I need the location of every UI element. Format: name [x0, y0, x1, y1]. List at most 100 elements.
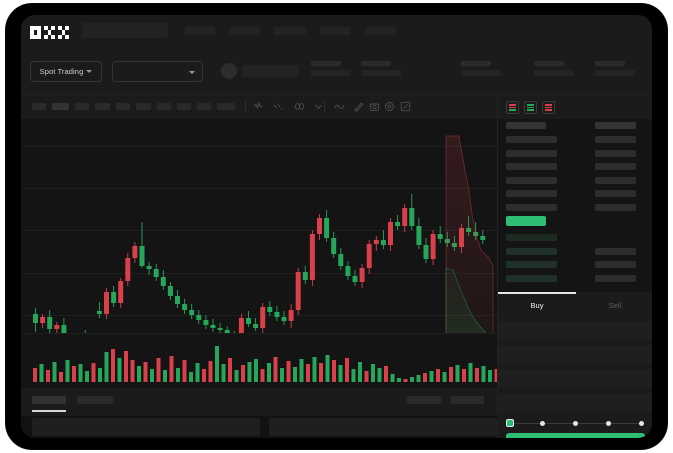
nav-item-2[interactable] — [274, 27, 306, 35]
drawing-pencil-icon[interactable] — [353, 101, 364, 112]
orderbook-bid-row[interactable] — [498, 245, 652, 258]
order-form-field-0[interactable] — [498, 322, 652, 340]
orderbook-bids-icon[interactable] — [524, 101, 537, 114]
orderbook-bid-row[interactable] — [498, 258, 652, 271]
orders-column-0 — [32, 418, 260, 436]
slider-handle-icon[interactable] — [506, 419, 514, 427]
tab-buy[interactable]: Buy — [530, 301, 544, 310]
depth-chart-overlay — [445, 135, 494, 333]
orders-tab-1[interactable] — [77, 396, 113, 404]
orderbook-ask-row[interactable] — [498, 160, 652, 173]
timeframe-button-0[interactable] — [32, 103, 46, 110]
volume-bar — [111, 349, 115, 382]
timeframe-button-2[interactable] — [75, 103, 89, 110]
volume-bar — [215, 346, 219, 382]
slider-stop-75[interactable] — [605, 420, 611, 426]
camera-snapshot-icon[interactable] — [369, 101, 380, 112]
orders-column-1 — [269, 418, 497, 436]
volume-bar — [332, 360, 336, 382]
volume-bar — [429, 371, 434, 382]
indicator-waveform-icon[interactable] — [253, 101, 264, 112]
volume-bar — [286, 361, 291, 382]
volume-bar — [403, 379, 408, 382]
volume-bar — [46, 370, 50, 382]
slider-stop-50[interactable] — [573, 420, 578, 426]
orderbook-ask-row[interactable] — [498, 133, 652, 146]
orders-table-header — [21, 416, 497, 438]
volume-bars — [33, 346, 531, 382]
orderbook-rows[interactable] — [498, 119, 652, 292]
orderbook-ask-row[interactable] — [498, 174, 652, 187]
stat-label — [534, 61, 564, 66]
orderbook-ask-row[interactable] — [498, 147, 652, 160]
volume-bar — [436, 369, 440, 382]
orderbook-asks-icon[interactable] — [542, 101, 555, 114]
market-stat-2 — [461, 61, 501, 76]
nav-item-1[interactable] — [229, 27, 260, 35]
buy-sell-tabs: Buy Sell — [498, 292, 652, 318]
orderbook-ask-row[interactable] — [498, 201, 652, 214]
order-form — [498, 318, 652, 418]
trading-mode-select[interactable]: Spot Trading — [30, 61, 102, 82]
volume-bar — [299, 359, 304, 382]
nav-item-3[interactable] — [320, 27, 350, 35]
slider-stop-25[interactable] — [540, 420, 546, 426]
volume-bar — [481, 366, 486, 382]
app-screen: Spot Trading — [21, 15, 652, 438]
volume-bar — [455, 365, 460, 382]
timeframe-button-6[interactable] — [157, 103, 171, 110]
volume-bar — [468, 363, 473, 382]
stat-label — [595, 61, 625, 66]
timeframe-button-8[interactable] — [197, 103, 211, 110]
volume-bar — [163, 370, 167, 382]
orders-action-1[interactable] — [450, 396, 484, 404]
orderbook-header — [498, 119, 652, 131]
volume-bar — [280, 368, 284, 382]
stat-value — [311, 70, 351, 76]
indicator-function-icon[interactable] — [294, 101, 305, 112]
chevron-down-icon[interactable] — [313, 101, 324, 112]
okx-logo-icon[interactable] — [30, 26, 69, 39]
orderbook-price — [506, 176, 557, 184]
volume-bar — [33, 368, 37, 382]
submit-order-button[interactable] — [506, 433, 645, 438]
timeframe-button-1[interactable] — [52, 103, 69, 110]
timeframe-button-7[interactable] — [177, 103, 191, 110]
orderbook-bid-row[interactable] — [498, 231, 652, 244]
timeframe-button-3[interactable] — [95, 103, 110, 110]
orderbook-amount — [595, 274, 636, 282]
indicator-compare-icon[interactable] — [273, 101, 284, 112]
amount-slider[interactable] — [506, 417, 645, 429]
volume-bar — [390, 374, 395, 382]
volume-bar — [442, 372, 447, 382]
volume-bar — [117, 358, 122, 382]
order-form-field-3[interactable] — [498, 394, 652, 412]
fullscreen-expand-icon[interactable] — [400, 101, 411, 112]
timeframe-button-4[interactable] — [116, 103, 130, 110]
orderbook-both-icon[interactable] — [506, 101, 519, 114]
orderbook-display-modes — [506, 101, 555, 114]
timeframe-button-9[interactable] — [217, 103, 235, 110]
search-input[interactable] — [82, 23, 168, 38]
price-chart[interactable] — [21, 118, 497, 333]
nav-item-4[interactable] — [365, 27, 396, 35]
orders-tab-0[interactable] — [32, 396, 66, 404]
volume-bar — [312, 357, 317, 382]
orderbook-amount — [595, 261, 636, 268]
nav-item-0[interactable] — [185, 27, 215, 35]
slider-stop-100[interactable] — [638, 420, 644, 426]
orderbook-price — [506, 234, 557, 241]
pair-select[interactable] — [112, 61, 203, 82]
line-chart-icon[interactable] — [334, 101, 345, 112]
order-form-field-2[interactable] — [498, 370, 652, 388]
orderbook-bid-row[interactable] — [498, 272, 652, 285]
orders-action-0[interactable] — [407, 396, 441, 404]
timeframe-button-5[interactable] — [136, 103, 151, 110]
volume-bar — [345, 358, 349, 382]
volume-bar — [254, 359, 258, 382]
orderbook-ask-row[interactable] — [498, 187, 652, 200]
volume-bar — [228, 358, 232, 382]
order-form-field-1[interactable] — [498, 346, 652, 364]
chart-settings-gear-icon[interactable] — [384, 101, 395, 112]
tab-sell[interactable]: Sell — [608, 301, 622, 310]
